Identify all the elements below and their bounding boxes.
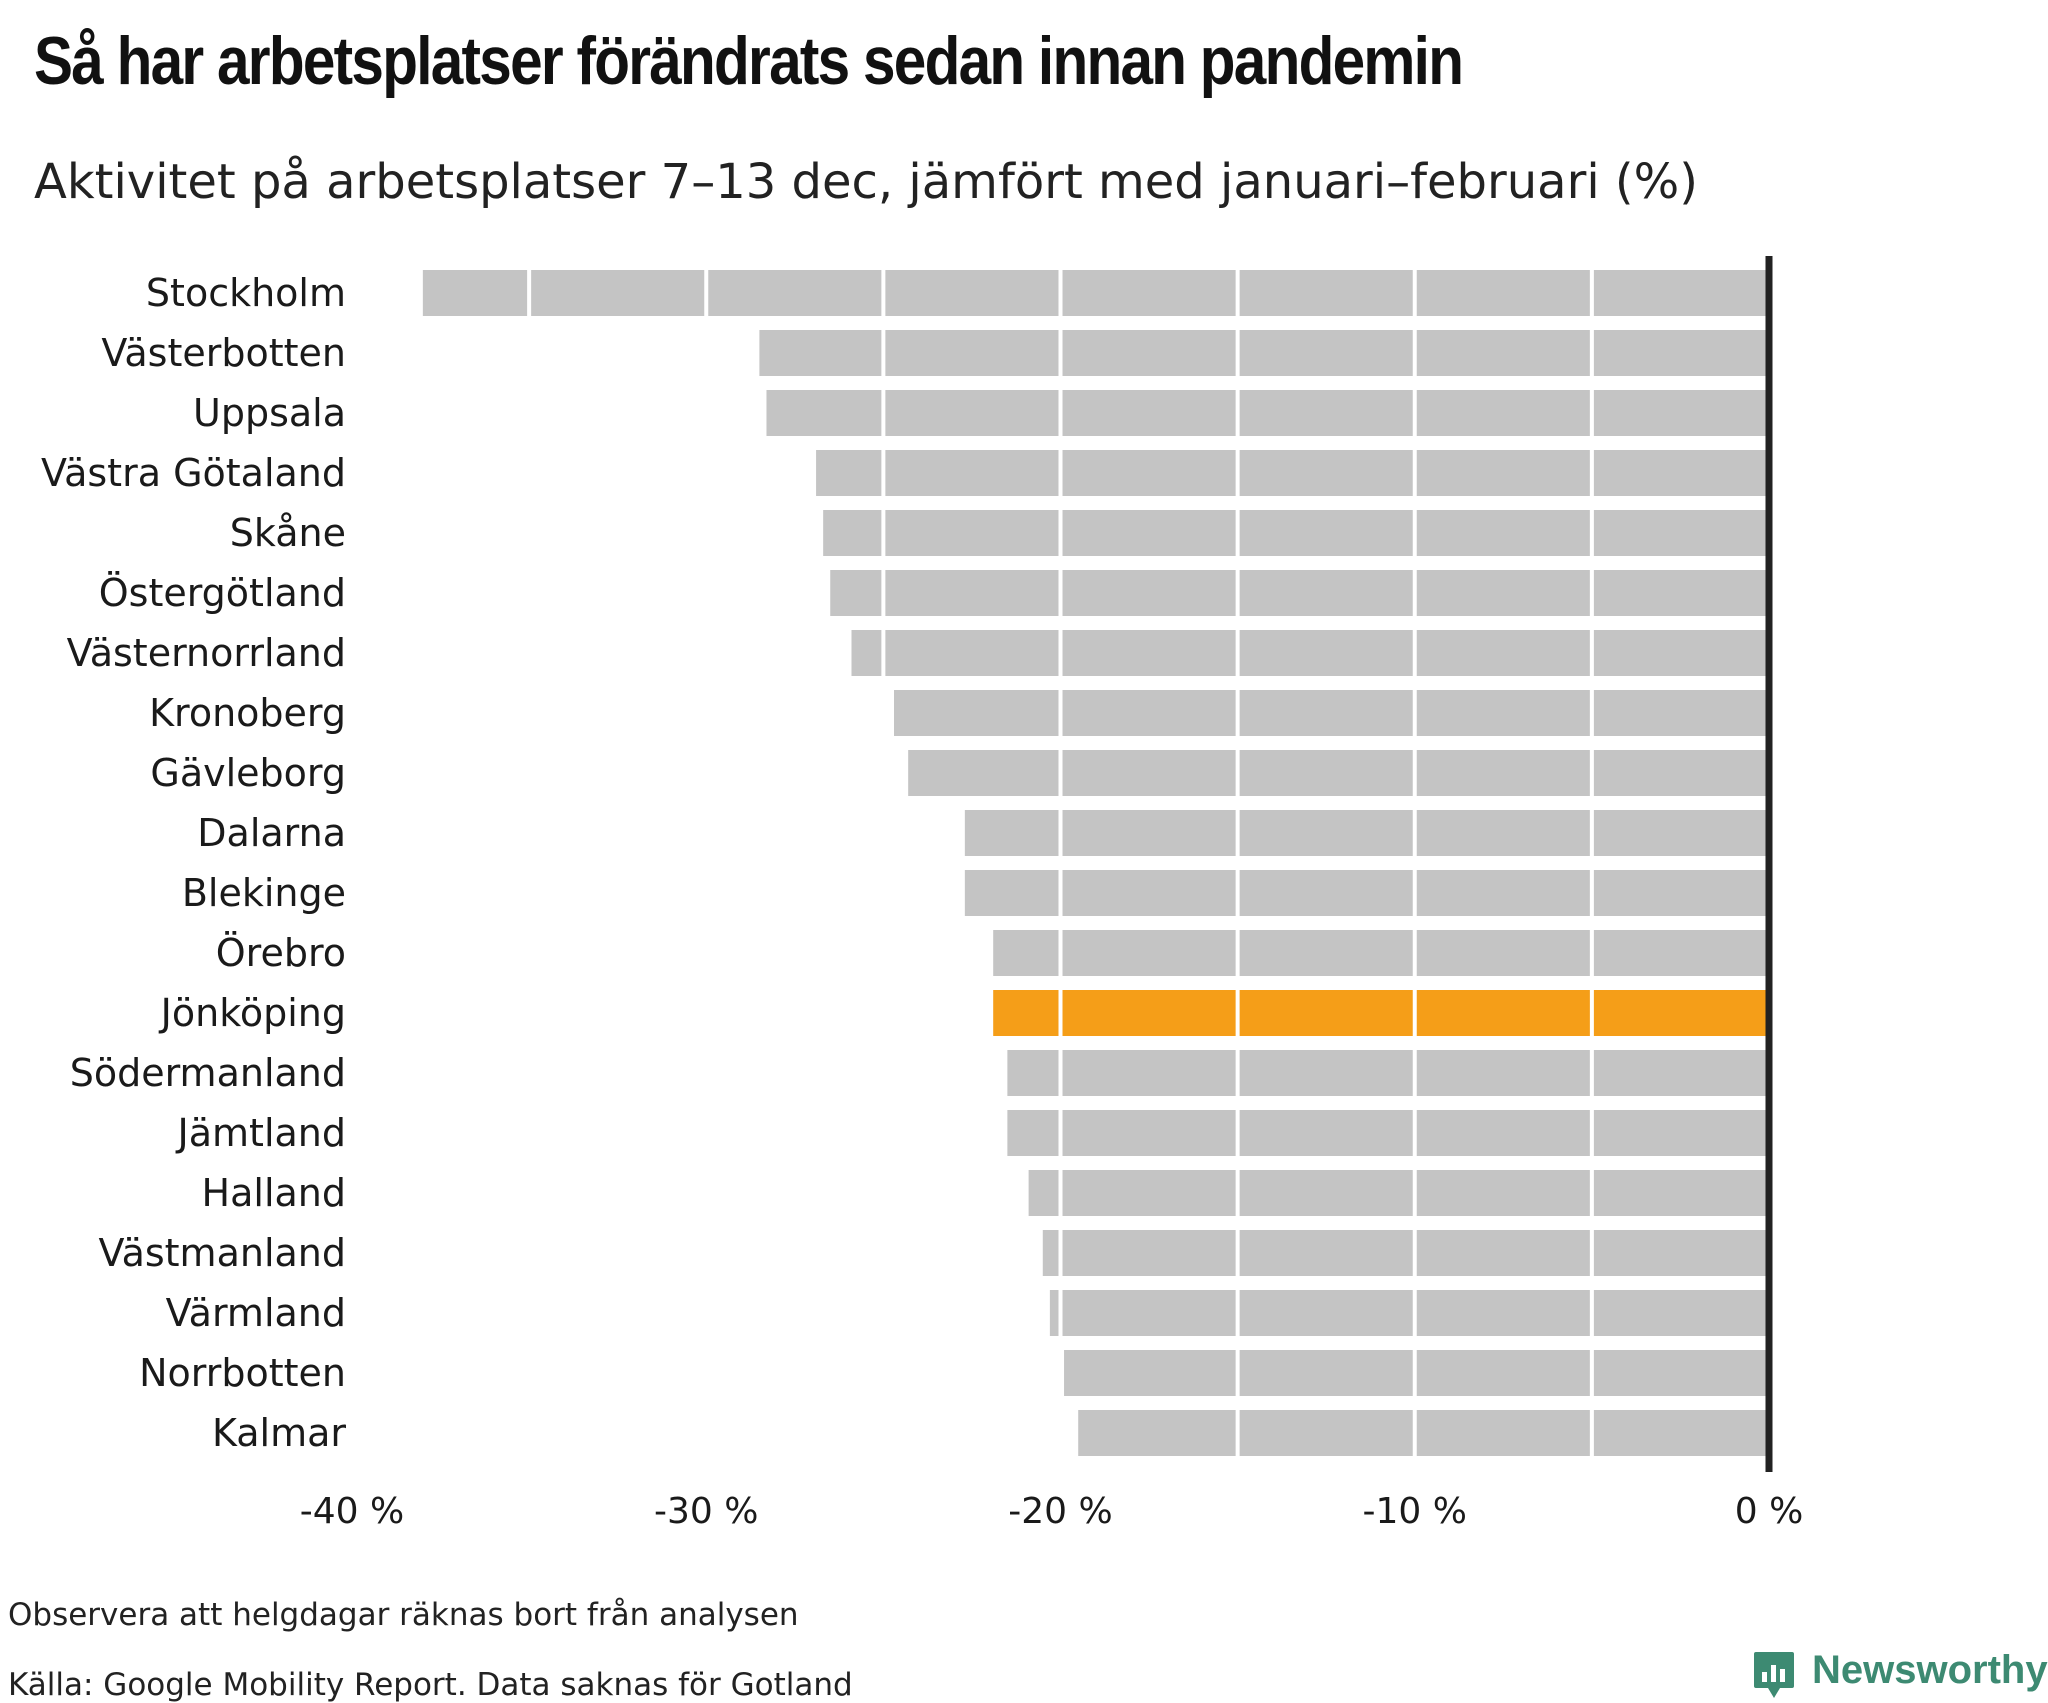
bar-chart: Stockholm Västerbotten Uppsala Västra Götal… — [41, 256, 1804, 1532]
category-label: Kronoberg — [149, 691, 346, 735]
category-label: Stockholm — [146, 271, 346, 315]
newsworthy-logo-icon — [1754, 1652, 1794, 1698]
category-label: Jönköping — [159, 991, 346, 1035]
x-tick-label: 0 % — [1735, 1491, 1804, 1532]
x-tick-label: -40 % — [300, 1491, 404, 1532]
bar-stockholm — [422, 270, 1770, 316]
x-tick-label: -30 % — [654, 1491, 758, 1532]
bar-dalarna — [964, 810, 1769, 856]
category-label: Västmanland — [99, 1231, 346, 1275]
newsworthy-logo-text: Newsworthy — [1812, 1648, 2048, 1692]
category-label: Uppsala — [193, 391, 346, 435]
category-labels: Stockholm Västerbotten Uppsala Västra Götal… — [41, 271, 346, 1455]
bar-västra-götaland — [816, 450, 1769, 496]
category-label: Värmland — [166, 1291, 346, 1335]
category-label: Västernorrland — [67, 631, 346, 675]
category-label: Gävleborg — [150, 751, 346, 795]
tick-labels: -40 % -30 % -20 % -10 % 0 % — [300, 1491, 1804, 1532]
bars-group — [422, 270, 1770, 1456]
category-label: Västerbotten — [101, 331, 346, 375]
gridlines-group — [527, 264, 1594, 1462]
bar-jämtland — [1007, 1110, 1769, 1156]
bar-örebro — [993, 930, 1769, 976]
category-label: Halland — [202, 1171, 346, 1215]
bar-halland — [1028, 1170, 1769, 1216]
category-label: Skåne — [230, 511, 346, 555]
bar-västmanland — [1042, 1230, 1769, 1276]
chart-subtitle: Aktivitet på arbetsplatser 7–13 dec, jäm… — [34, 154, 1698, 210]
category-label: Östergötland — [99, 571, 346, 615]
bar-blekinge — [964, 870, 1769, 916]
category-label: Dalarna — [197, 811, 346, 855]
category-label: Örebro — [216, 931, 346, 975]
footnote-source: Källa: Google Mobility Report. Data sakn… — [8, 1667, 853, 1703]
chart-title: Så har arbetsplatser förändrats sedan in… — [34, 23, 1464, 99]
category-label: Blekinge — [182, 871, 346, 915]
bar-skåne — [823, 510, 1769, 556]
x-tick-label: -20 % — [1008, 1491, 1112, 1532]
x-tick-label: -10 % — [1363, 1491, 1467, 1532]
category-label: Södermanland — [70, 1051, 346, 1095]
bar-östergötland — [830, 570, 1769, 616]
bar-kronoberg — [894, 690, 1769, 736]
bar-uppsala — [766, 390, 1769, 436]
bar-jönköping — [993, 990, 1769, 1036]
bar-västernorrland — [851, 630, 1769, 676]
bar-gävleborg — [908, 750, 1769, 796]
newsworthy-logo[interactable]: Newsworthy — [1752, 1648, 2048, 1700]
bar-västerbotten — [759, 330, 1769, 376]
footnote-note: Observera att helgdagar räknas bort från… — [8, 1597, 799, 1633]
bar-värmland — [1049, 1290, 1769, 1336]
bar-kalmar — [1078, 1410, 1769, 1456]
bar-södermanland — [1007, 1050, 1769, 1096]
category-label: Norrbotten — [139, 1351, 346, 1395]
category-label: Västra Götaland — [41, 451, 346, 495]
category-label: Kalmar — [212, 1411, 346, 1455]
category-label: Jämtland — [176, 1111, 346, 1155]
